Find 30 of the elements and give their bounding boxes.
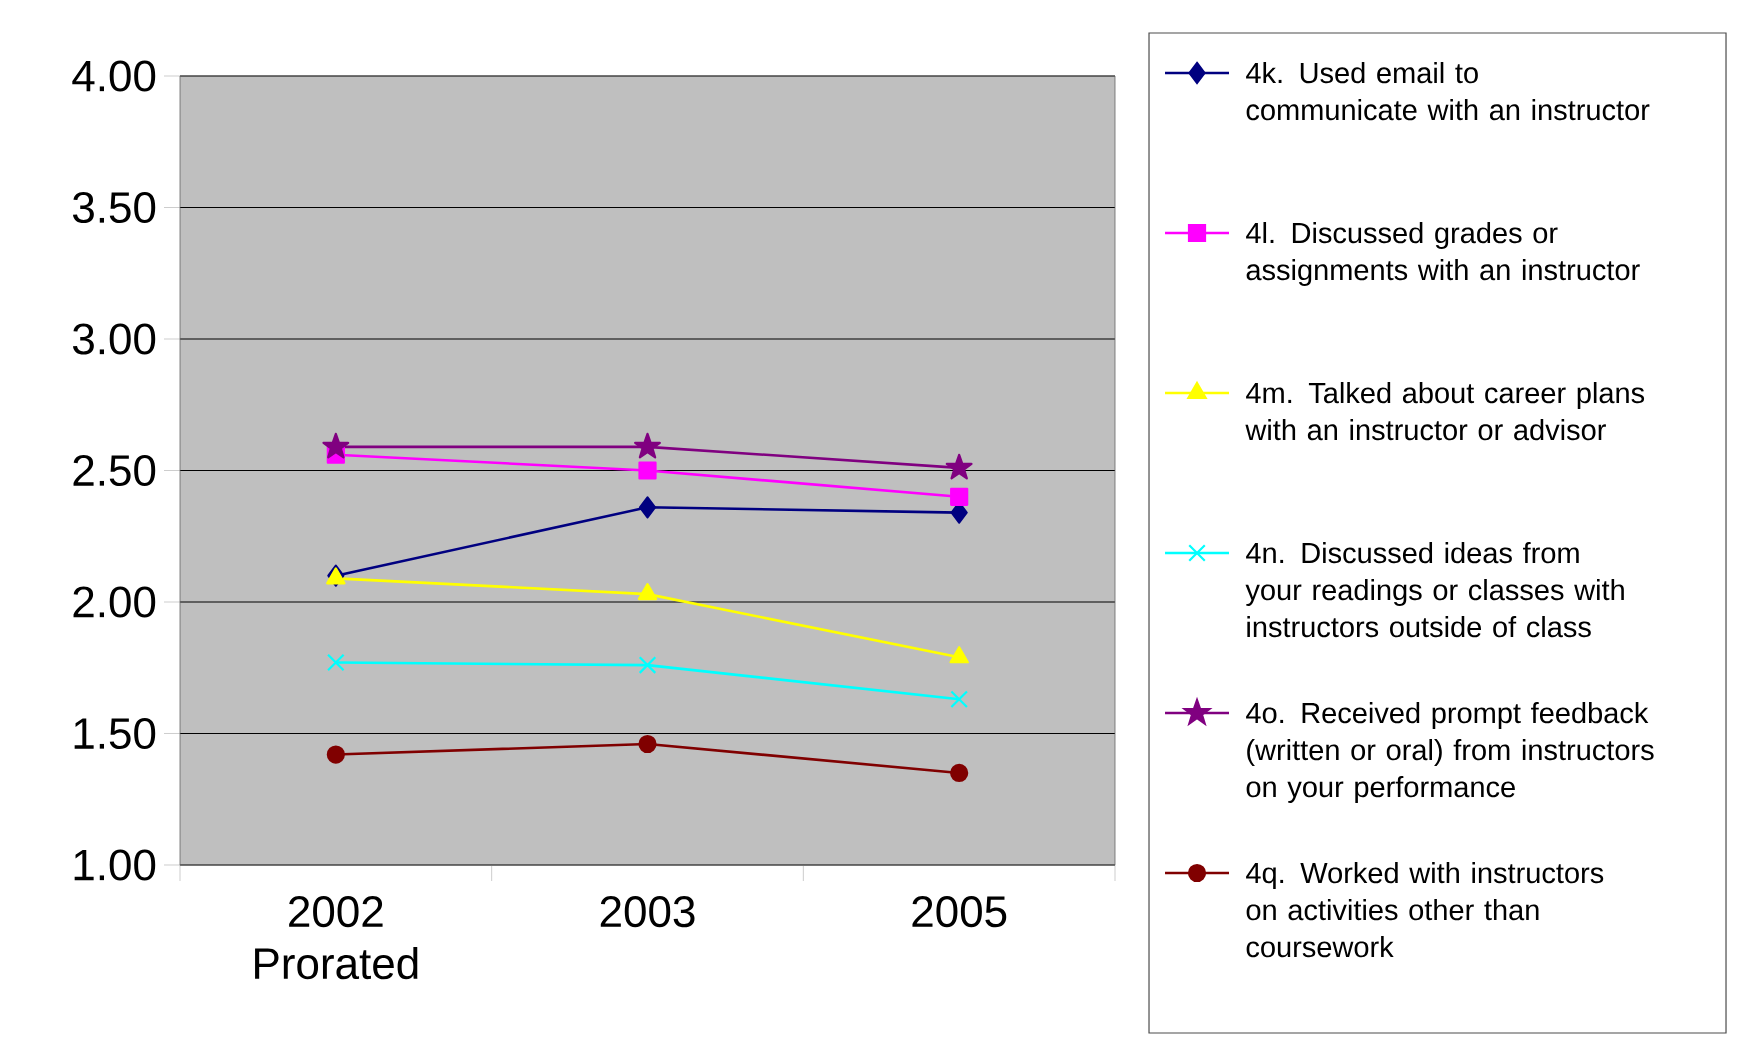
legend-label: 4k. Used email to communicate with an instructor (1246, 61, 1650, 121)
legend-label: 4o. Received prompt feedback (written or oral) from instructors on your performance (1246, 701, 1654, 804)
point (638, 461, 657, 480)
point (322, 432, 350, 459)
y-tick-label: 3.50 (72, 191, 156, 224)
point (326, 653, 345, 672)
y-tick-label: 1.00 (74, 849, 156, 881)
legend-label: 4n. Discussed ideas from your readings or classes with instructors outside of class (1245, 541, 1624, 638)
point (950, 690, 969, 709)
y-tick-label: 4.00 (72, 60, 156, 92)
y-tick-label: 3.00 (72, 323, 156, 355)
point (638, 656, 657, 674)
x-tick-label: 2005 (912, 896, 1007, 928)
x-tick-label: 2003 (600, 896, 695, 928)
legend-label: 4l. Discussed grades or assignments with an instructor (1246, 221, 1640, 287)
point (950, 763, 969, 783)
legend-label: 4m. Talked about career plans with an instructor or advisor (1245, 381, 1645, 441)
point (638, 496, 657, 519)
point (638, 734, 657, 754)
x-tick-label: 2002 Prorated (255, 896, 418, 980)
point (326, 745, 345, 764)
y-tick-label: 2.00 (73, 586, 156, 618)
y-tick-label: 1.50 (74, 717, 156, 750)
point (949, 646, 969, 664)
point (634, 432, 661, 459)
point (945, 453, 973, 480)
point (637, 583, 658, 601)
legend-label: 4q. Worked with instructors on activities other than coursework (1246, 861, 1604, 958)
y-tick-label: 2.50 (73, 454, 156, 487)
point (950, 487, 969, 506)
